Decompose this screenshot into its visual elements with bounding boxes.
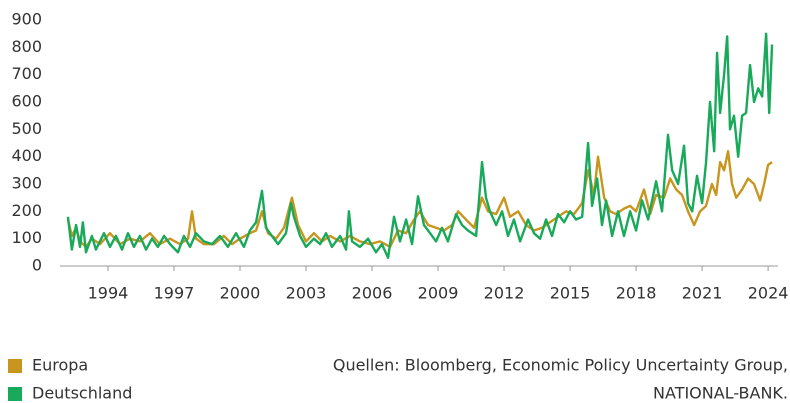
y-tick-label: 300 (11, 174, 42, 193)
x-tick-label: 2000 (220, 284, 261, 303)
legend-label: Deutschland (32, 384, 132, 403)
y-tick-label: 700 (11, 64, 42, 83)
y-tick-label: 800 (11, 37, 42, 56)
source-note: NATIONAL-BANK. (653, 384, 788, 403)
y-tick-label: 200 (11, 201, 42, 220)
x-tick-label: 2006 (352, 284, 393, 303)
y-tick-label: 900 (11, 10, 42, 29)
x-tick-label: 2003 (286, 284, 327, 303)
y-tick-label: 100 (11, 228, 42, 247)
x-tick-label: 2009 (418, 284, 459, 303)
x-tick-label: 2024 (748, 284, 789, 303)
legend-swatch (8, 359, 22, 373)
x-tick-label: 2018 (616, 284, 657, 303)
x-tick-label: 2012 (484, 284, 525, 303)
source-note: Quellen: Bloomberg, Economic Policy Unce… (333, 356, 788, 375)
y-tick-label: 400 (11, 146, 42, 165)
line-series (66, 150, 773, 249)
line-series (66, 32, 774, 259)
y-tick-label: 0 (32, 256, 42, 275)
y-tick-label: 500 (11, 119, 42, 138)
legend-label: Europa (32, 356, 88, 375)
x-tick-label: 1994 (88, 284, 129, 303)
legend-swatch (8, 387, 22, 401)
x-tick-label: 2015 (550, 284, 591, 303)
x-tick-label: 2021 (682, 284, 723, 303)
y-tick-label: 600 (11, 92, 42, 111)
x-tick-label: 1997 (154, 284, 195, 303)
